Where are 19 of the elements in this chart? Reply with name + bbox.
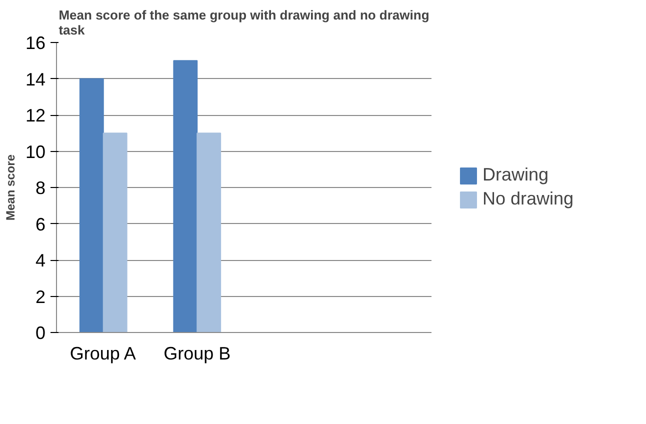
y-tick-label: 14: [25, 69, 46, 90]
bar: [102, 132, 128, 332]
y-tick-label: 12: [25, 106, 46, 126]
y-tick-label: 6: [35, 214, 46, 234]
bar: [173, 60, 198, 332]
x-tick-label: Group A: [70, 344, 136, 364]
x-tick-label: Group B: [164, 344, 231, 364]
legend-label: No drawing: [482, 188, 574, 210]
chart-title: Mean score of the same group with drawing and no drawing task: [58, 8, 430, 38]
y-tick-label: 10: [25, 142, 46, 162]
y-tick-label: 4: [35, 250, 46, 270]
legend-label: Drawing: [482, 164, 549, 186]
bar: [79, 78, 104, 332]
y-tick-label: 16: [25, 33, 46, 53]
bar: [196, 132, 222, 332]
y-axis-title: Mean score: [3, 154, 18, 221]
y-tick-label: 0: [35, 323, 46, 343]
y-tick-label: 2: [35, 286, 46, 307]
y-tick-label: 8: [35, 178, 46, 198]
